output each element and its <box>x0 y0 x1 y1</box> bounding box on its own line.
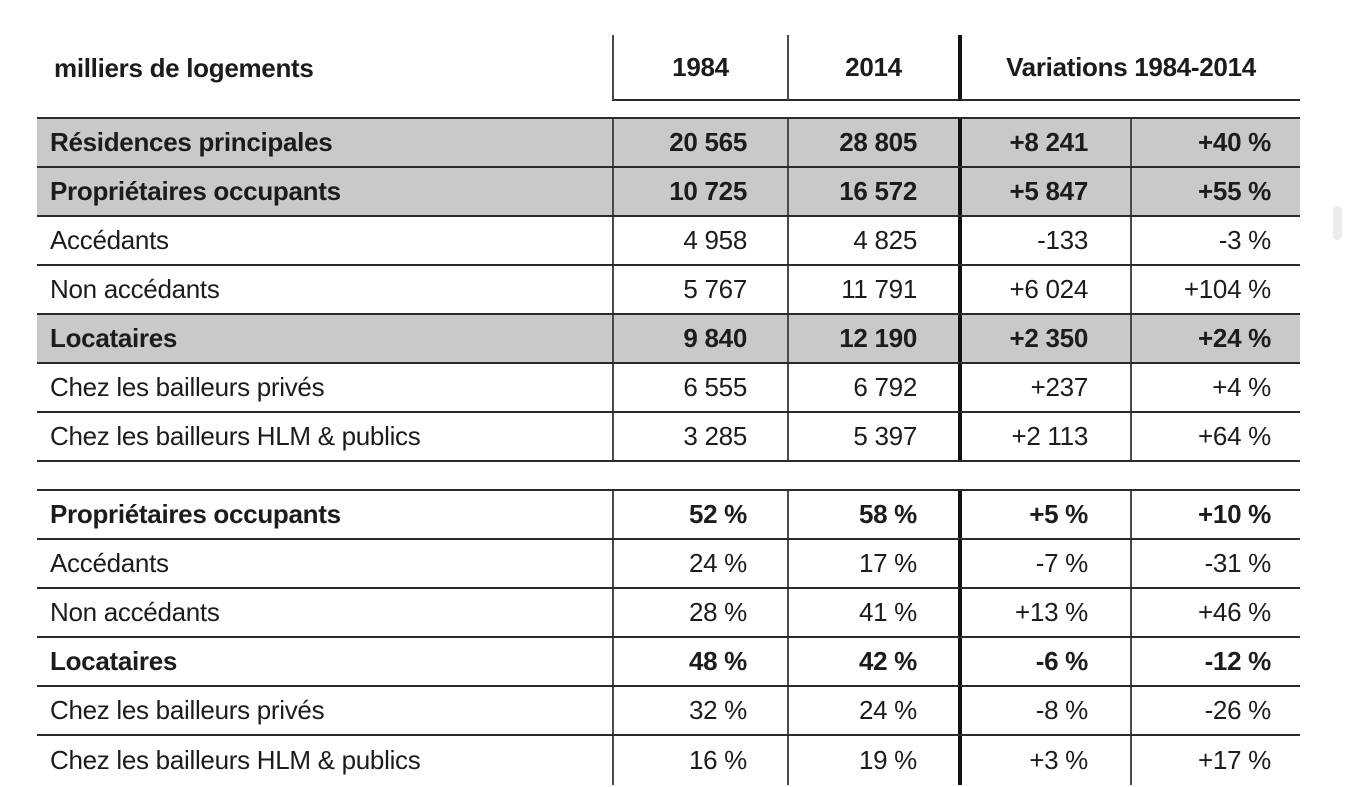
table-row: Résidences principales 20 565 28 805 +8 241… <box>37 119 1300 168</box>
value-2014-cell: 58 % <box>787 491 958 538</box>
label-cell: Chez les bailleurs privés <box>50 372 325 402</box>
col-header-1984: 1984 <box>612 35 787 101</box>
value-1984-cell: 48 % <box>612 638 787 685</box>
value-2014-cell: 28 805 <box>787 119 958 166</box>
value-1984-cell: 4 958 <box>612 217 787 264</box>
value-1984-cell: 20 565 <box>612 119 787 166</box>
label-cell: Chez les bailleurs HLM & publics <box>50 421 421 451</box>
variation-pct-cell: -31 % <box>1130 540 1300 587</box>
value-1984-cell: 10 725 <box>612 168 787 215</box>
table-row: Locataires 9 840 12 190 +2 350 +24 % <box>37 315 1300 364</box>
section-counts-thousands: Résidences principales 20 565 28 805 +8 241… <box>37 117 1300 462</box>
variation-pct-cell: +46 % <box>1130 589 1300 636</box>
label-cell: Propriétaires occupants <box>50 176 341 206</box>
label-cell: Chez les bailleurs privés <box>50 695 325 725</box>
label-cell: Locataires <box>50 323 178 353</box>
table-row: Non accédants 28 % 41 % +13 % +46 % <box>37 589 1300 638</box>
label-cell: Non accédants <box>50 274 220 304</box>
value-1984-cell: 3 285 <box>612 413 787 460</box>
variation-pct-cell: +104 % <box>1130 266 1300 313</box>
variation-pct-cell: +55 % <box>1130 168 1300 215</box>
value-2014-cell: 12 190 <box>787 315 958 362</box>
value-1984-cell: 5 767 <box>612 266 787 313</box>
variation-pct-cell: -12 % <box>1130 638 1300 685</box>
variation-pct-cell: +17 % <box>1130 736 1300 785</box>
variation-abs-cell: +6 024 <box>958 266 1130 313</box>
value-2014-cell: 5 397 <box>787 413 958 460</box>
value-1984-cell: 24 % <box>612 540 787 587</box>
table-row: Propriétaires occupants 10 725 16 572 +5 84… <box>37 168 1300 217</box>
variation-pct-cell: +4 % <box>1130 364 1300 411</box>
variation-abs-cell: +5 % <box>958 491 1130 538</box>
table-row: Non accédants 5 767 11 791 +6 024 +104 % <box>37 266 1300 315</box>
value-2014-cell: 24 % <box>787 687 958 734</box>
variation-pct-cell: -3 % <box>1130 217 1300 264</box>
value-2014-cell: 16 572 <box>787 168 958 215</box>
value-1984-cell: 32 % <box>612 687 787 734</box>
variation-pct-cell: +64 % <box>1130 413 1300 460</box>
label-cell: Accédants <box>50 225 169 255</box>
table-row: Chez les bailleurs privés 32 % 24 % -8 % -26… <box>37 687 1300 736</box>
value-1984-cell: 28 % <box>612 589 787 636</box>
variation-abs-cell: -8 % <box>958 687 1130 734</box>
value-2014-cell: 42 % <box>787 638 958 685</box>
value-1984-cell: 52 % <box>612 491 787 538</box>
value-2014-cell: 4 825 <box>787 217 958 264</box>
value-1984-cell: 16 % <box>612 736 787 785</box>
label-cell: Propriétaires occupants <box>50 499 341 529</box>
variation-pct-cell: +24 % <box>1130 315 1300 362</box>
table-row: Propriétaires occupants 52 % 58 % +5 % +10 % <box>37 491 1300 540</box>
label-cell: Chez les bailleurs HLM & publics <box>50 745 421 775</box>
value-1984-cell: 6 555 <box>612 364 787 411</box>
label-cell: Résidences principales <box>50 127 333 157</box>
variation-abs-cell: -133 <box>958 217 1130 264</box>
variation-abs-cell: +3 % <box>958 736 1130 785</box>
variation-abs-cell: -6 % <box>958 638 1130 685</box>
table-row: Chez les bailleurs HLM & publics 3 285 5 3… <box>37 413 1300 462</box>
section-shares-percent: Propriétaires occupants 52 % 58 % +5 % +10 %… <box>37 489 1300 785</box>
label-cell: Non accédants <box>50 597 220 627</box>
variation-abs-cell: +8 241 <box>958 119 1130 166</box>
col-header-2014: 2014 <box>787 35 958 101</box>
table-header-row: milliers de logements 1984 2014 Variatio… <box>37 35 1300 101</box>
value-2014-cell: 17 % <box>787 540 958 587</box>
label-cell: Accédants <box>50 548 169 578</box>
variation-abs-cell: +237 <box>958 364 1130 411</box>
col-header-variations: Variations 1984-2014 <box>958 35 1300 101</box>
variation-pct-cell: +40 % <box>1130 119 1300 166</box>
variation-pct-cell: -26 % <box>1130 687 1300 734</box>
variation-abs-cell: +2 113 <box>958 413 1130 460</box>
label-cell: Locataires <box>50 646 178 676</box>
scrollbar-thumb[interactable] <box>1333 206 1342 240</box>
value-2014-cell: 41 % <box>787 589 958 636</box>
table-row: Locataires 48 % 42 % -6 % -12 % <box>37 638 1300 687</box>
value-2014-cell: 6 792 <box>787 364 958 411</box>
housing-table: milliers de logements 1984 2014 Variatio… <box>37 35 1300 785</box>
unit-label: milliers de logements <box>54 52 314 83</box>
value-1984-cell: 9 840 <box>612 315 787 362</box>
variation-abs-cell: -7 % <box>958 540 1130 587</box>
table-row: Chez les bailleurs HLM & publics 16 % 19 %… <box>37 736 1300 785</box>
variation-abs-cell: +2 350 <box>958 315 1130 362</box>
variation-abs-cell: +5 847 <box>958 168 1130 215</box>
variation-pct-cell: +10 % <box>1130 491 1300 538</box>
table-row: Accédants 24 % 17 % -7 % -31 % <box>37 540 1300 589</box>
variation-abs-cell: +13 % <box>958 589 1130 636</box>
table-row: Chez les bailleurs privés 6 555 6 792 +237 +… <box>37 364 1300 413</box>
value-2014-cell: 11 791 <box>787 266 958 313</box>
value-2014-cell: 19 % <box>787 736 958 785</box>
table-row: Accédants 4 958 4 825 -133 -3 % <box>37 217 1300 266</box>
